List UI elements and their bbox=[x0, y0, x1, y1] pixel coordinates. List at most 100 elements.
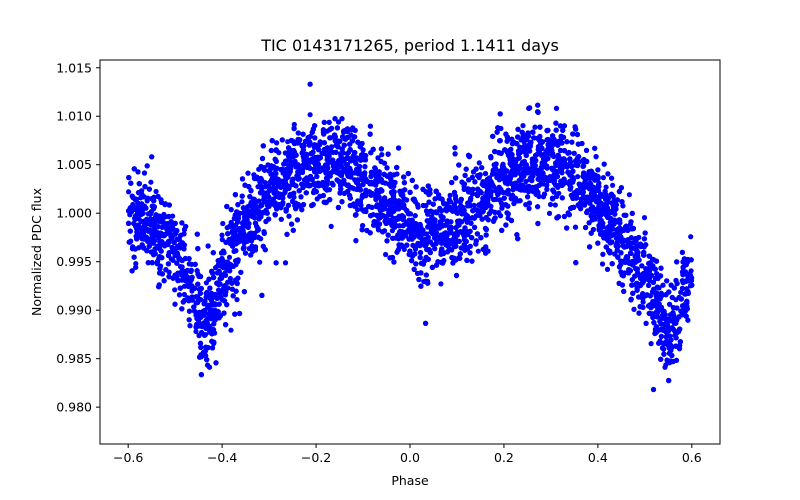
data-point bbox=[353, 238, 359, 244]
data-point bbox=[219, 232, 225, 238]
data-point bbox=[476, 160, 482, 166]
data-point bbox=[282, 260, 289, 266]
data-point bbox=[254, 204, 260, 210]
data-point bbox=[526, 205, 532, 212]
data-point bbox=[328, 223, 334, 229]
data-point bbox=[172, 301, 178, 307]
data-point bbox=[497, 111, 503, 117]
data-point bbox=[561, 213, 568, 220]
data-point bbox=[326, 119, 332, 125]
data-point bbox=[375, 227, 382, 233]
data-point bbox=[621, 270, 628, 276]
data-point bbox=[226, 254, 233, 260]
data-point bbox=[614, 247, 620, 253]
data-point bbox=[626, 192, 633, 198]
data-point bbox=[648, 341, 654, 347]
data-point bbox=[667, 301, 673, 307]
data-point bbox=[433, 241, 439, 247]
data-point bbox=[599, 261, 606, 267]
data-point bbox=[688, 234, 694, 240]
data-point bbox=[573, 126, 579, 132]
data-point bbox=[586, 220, 592, 226]
data-point bbox=[643, 320, 649, 326]
data-point bbox=[203, 280, 209, 286]
data-point bbox=[354, 207, 361, 213]
data-point bbox=[181, 283, 188, 289]
data-point bbox=[423, 272, 429, 278]
data-point bbox=[256, 166, 262, 172]
data-point bbox=[553, 105, 560, 111]
data-point bbox=[641, 215, 648, 221]
data-point bbox=[224, 302, 230, 308]
data-point bbox=[307, 81, 313, 87]
data-point bbox=[396, 145, 402, 151]
data-point bbox=[170, 213, 176, 219]
data-point bbox=[378, 146, 384, 152]
data-point bbox=[670, 310, 676, 316]
data-point bbox=[660, 282, 666, 288]
data-point bbox=[547, 201, 554, 208]
data-point bbox=[126, 189, 132, 195]
data-point bbox=[463, 166, 469, 172]
data-point bbox=[525, 194, 531, 200]
data-point bbox=[650, 315, 656, 321]
data-point bbox=[181, 291, 187, 298]
data-point bbox=[452, 151, 458, 157]
data-point bbox=[466, 177, 472, 183]
data-point bbox=[360, 223, 366, 229]
data-point bbox=[133, 261, 139, 267]
data-point bbox=[679, 285, 686, 291]
data-point bbox=[187, 323, 193, 329]
data-point bbox=[669, 294, 675, 301]
data-point bbox=[335, 119, 342, 125]
data-point bbox=[141, 170, 148, 176]
data-point bbox=[600, 175, 607, 181]
data-point bbox=[227, 275, 233, 282]
data-point bbox=[475, 248, 481, 254]
data-point bbox=[150, 240, 156, 246]
data-point bbox=[220, 220, 226, 227]
data-point bbox=[286, 213, 292, 219]
data-point bbox=[239, 193, 245, 199]
data-point bbox=[495, 125, 501, 131]
data-point bbox=[186, 256, 192, 262]
data-point bbox=[678, 289, 684, 295]
data-point bbox=[372, 165, 378, 171]
data-point bbox=[193, 328, 199, 335]
data-point bbox=[409, 258, 415, 264]
data-point bbox=[272, 212, 278, 218]
data-point bbox=[400, 223, 406, 229]
data-point bbox=[650, 386, 657, 393]
data-point bbox=[520, 123, 526, 129]
data-point bbox=[252, 234, 258, 241]
data-point bbox=[426, 199, 432, 205]
data-point bbox=[225, 279, 231, 285]
data-point bbox=[171, 240, 177, 246]
data-point bbox=[379, 152, 385, 158]
data-point bbox=[211, 321, 217, 327]
data-point bbox=[144, 163, 150, 169]
data-point bbox=[238, 269, 244, 275]
data-point bbox=[186, 317, 192, 323]
data-point bbox=[535, 102, 541, 108]
data-point bbox=[307, 112, 313, 118]
data-point bbox=[298, 194, 304, 200]
data-point bbox=[234, 297, 240, 303]
data-point bbox=[472, 224, 478, 230]
data-point bbox=[383, 251, 389, 258]
data-point bbox=[628, 235, 634, 241]
data-point bbox=[595, 167, 601, 173]
data-point bbox=[564, 139, 570, 145]
data-point bbox=[385, 232, 391, 238]
data-point bbox=[198, 344, 204, 350]
data-point bbox=[461, 186, 467, 192]
data-point bbox=[228, 327, 234, 333]
data-point bbox=[663, 362, 669, 368]
data-point bbox=[172, 287, 178, 293]
data-point bbox=[523, 178, 529, 185]
data-point bbox=[219, 237, 225, 243]
data-point bbox=[291, 121, 297, 128]
data-points bbox=[126, 81, 695, 393]
data-point bbox=[245, 204, 251, 210]
data-point bbox=[266, 216, 272, 222]
